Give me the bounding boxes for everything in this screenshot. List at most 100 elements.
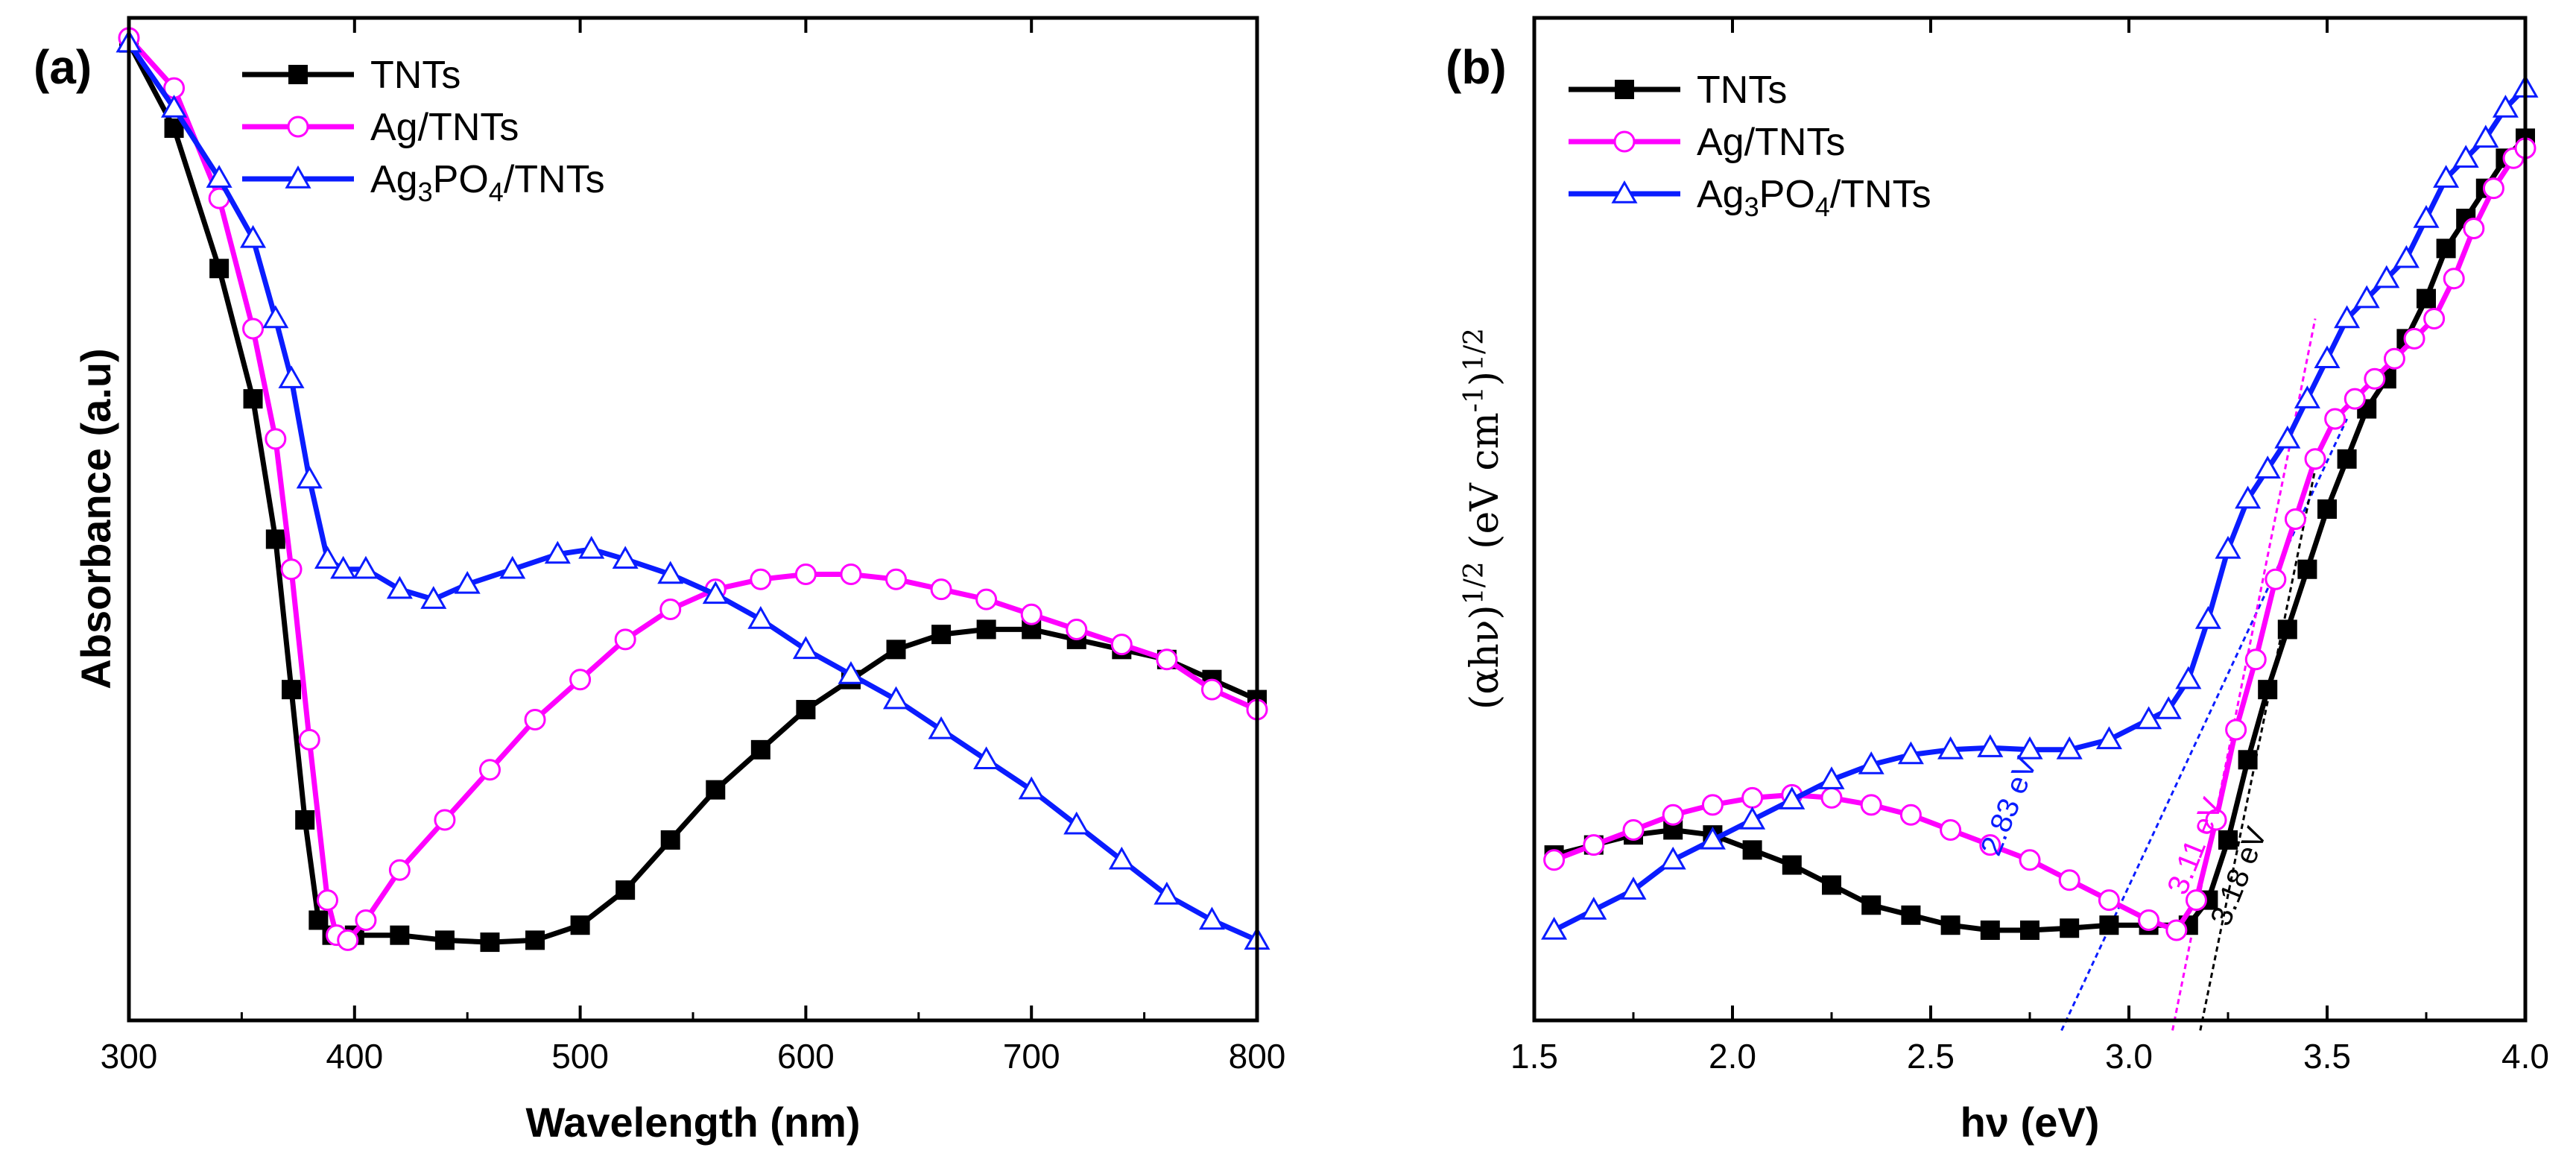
a-point-s1-7: [316, 889, 338, 912]
b-point-s1-18: [2205, 809, 2227, 831]
b-point-s1-12: [2019, 849, 2041, 871]
a-legend-label-1: Ag/TNTs: [370, 106, 519, 149]
b-point-s1-21: [2265, 568, 2287, 590]
b-legend-marker-2: [1611, 180, 1638, 203]
b-point-s2-28: [2393, 244, 2420, 268]
b-series-2: [1541, 75, 2539, 940]
b-point-s2-17: [2175, 666, 2202, 689]
y-label-main: (αhν): [1463, 604, 1507, 710]
b-point-s2-4: [1699, 826, 1726, 850]
b-point-s1-27: [2383, 347, 2405, 370]
a-point-s0-15: [615, 880, 636, 900]
a-point-s1-3: [242, 318, 265, 340]
y-label-close-exp: 1/2: [1459, 328, 1490, 371]
b-point-s2-1: [1580, 897, 1607, 920]
a-point-s1-28: [1156, 648, 1178, 671]
a-point-s2-13: [499, 555, 526, 579]
b-point-s0-14: [2099, 915, 2119, 935]
b-point-s2-12: [2016, 736, 2043, 760]
a-point-s2-24: [973, 746, 1000, 770]
panel-a: (a) 300 400 500 600 700 800 Wavelength (nm) A…: [34, 16, 1285, 1146]
b-legend-label-2: Ag3​PO4​/TNTs: [1697, 173, 1931, 222]
b-point-s1-25: [2344, 388, 2366, 410]
b-point-s1-9: [1899, 804, 1922, 826]
b-point-s2-15: [2136, 706, 2162, 730]
a-point-s2-26: [1063, 811, 1090, 835]
a-point-s0-12: [480, 932, 500, 953]
b-point-s0-28: [2417, 288, 2436, 309]
b-point-s1-23: [2304, 448, 2326, 470]
a-point-s1-16: [614, 628, 636, 651]
a-point-s0-14: [570, 915, 590, 935]
b-point-s2-22: [2274, 425, 2301, 449]
b-point-s0-18: [2218, 830, 2238, 850]
b-tangent-line-0: [2060, 418, 2348, 1032]
b-point-s1-0: [1543, 849, 1566, 871]
b-point-s0-22: [2297, 559, 2317, 579]
a-point-s1-27: [1110, 634, 1133, 656]
a-legend-marker-0: [288, 65, 308, 84]
b-point-s1-30: [2443, 268, 2465, 290]
b-point-s0-10: [1940, 915, 1961, 935]
a-legend-label-2: Ag3​PO4​/TNTs: [370, 158, 605, 207]
a-point-s1-29: [1200, 678, 1223, 701]
b-point-s0-24: [2337, 449, 2357, 469]
b-point-s1-7: [1820, 786, 1843, 809]
a-point-s2-25: [1018, 776, 1045, 800]
a-point-s1-14: [524, 709, 546, 730]
a-point-s2-14: [544, 540, 571, 564]
b-x-tick-label-5: 4.0: [2501, 1037, 2549, 1076]
a-point-s0-3: [243, 389, 263, 409]
b-point-s0-7: [1822, 875, 1841, 895]
b-point-s0-23: [2317, 499, 2337, 520]
a-point-s0-5: [282, 680, 302, 700]
a-point-s2-27: [1108, 846, 1135, 870]
a-legend-label-0: TNTs: [370, 54, 461, 97]
b-point-s2-27: [2373, 265, 2400, 288]
b-x-tick-label-4: 3.5: [2303, 1037, 2351, 1076]
a-point-s1-11: [388, 859, 411, 881]
a-point-s2-12: [454, 570, 481, 594]
a-point-s2-11: [420, 586, 447, 609]
b-point-s2-3: [1659, 846, 1686, 870]
a-point-s0-16: [660, 830, 680, 850]
panel-b-y-axis-label: (αhν)1/2 (eV cm-1)1/2: [1459, 328, 1508, 710]
b-point-s1-17: [2185, 889, 2207, 912]
b-x-tick-label-2: 2.5: [1907, 1037, 1955, 1076]
a-point-s1-15: [569, 669, 592, 691]
b-point-s1-24: [2324, 408, 2346, 430]
b-point-s2-26: [2353, 285, 2380, 309]
a-series-0: [119, 33, 1267, 953]
a-point-s2-19: [747, 606, 774, 629]
a-point-s0-6: [295, 810, 315, 830]
a-point-s1-5: [280, 558, 303, 581]
b-point-s0-21: [2277, 619, 2297, 640]
b-point-s2-20: [2235, 485, 2262, 509]
a-point-s2-15: [578, 535, 605, 559]
panel-a-y-axis-label: Absorbance (a.u): [72, 348, 119, 689]
a-point-s2-5: [278, 365, 305, 388]
b-point-s1-32: [2482, 177, 2504, 200]
b-x-tick-label-1: 2.0: [1709, 1037, 1756, 1076]
a-point-s2-7: [314, 546, 341, 569]
b-point-s1-31: [2463, 217, 2485, 239]
b-x-tick-label-3: 3.0: [2105, 1037, 2153, 1076]
a-point-s0-10: [390, 925, 410, 945]
b-gap-annotation-0: 2.83 eV: [1975, 752, 2044, 860]
a-point-s1-6: [298, 728, 320, 751]
a-point-s0-18: [750, 739, 770, 760]
a-point-s0-4: [265, 529, 285, 549]
b-point-s2-14: [2095, 726, 2122, 750]
a-point-s2-18: [702, 581, 729, 604]
a-series-2: [115, 29, 1270, 950]
a-point-s0-11: [434, 930, 455, 950]
b-point-s1-22: [2284, 508, 2306, 530]
a-x-tick-label-4: 700: [1003, 1037, 1060, 1076]
b-point-s1-5: [1741, 786, 1764, 809]
b-point-s1-13: [2058, 869, 2080, 891]
b-point-s2-10: [1937, 736, 1964, 760]
b-point-s1-10: [1940, 818, 1962, 841]
b-point-s2-21: [2254, 455, 2281, 479]
a-point-s1-22: [885, 568, 908, 590]
